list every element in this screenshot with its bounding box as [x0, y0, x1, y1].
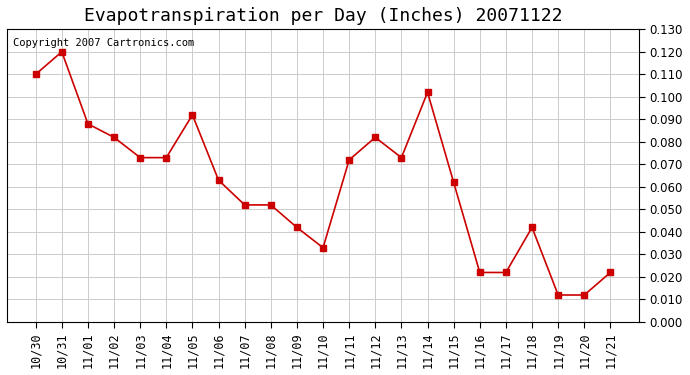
Text: Copyright 2007 Cartronics.com: Copyright 2007 Cartronics.com — [13, 38, 195, 48]
Title: Evapotranspiration per Day (Inches) 20071122: Evapotranspiration per Day (Inches) 2007… — [83, 7, 562, 25]
